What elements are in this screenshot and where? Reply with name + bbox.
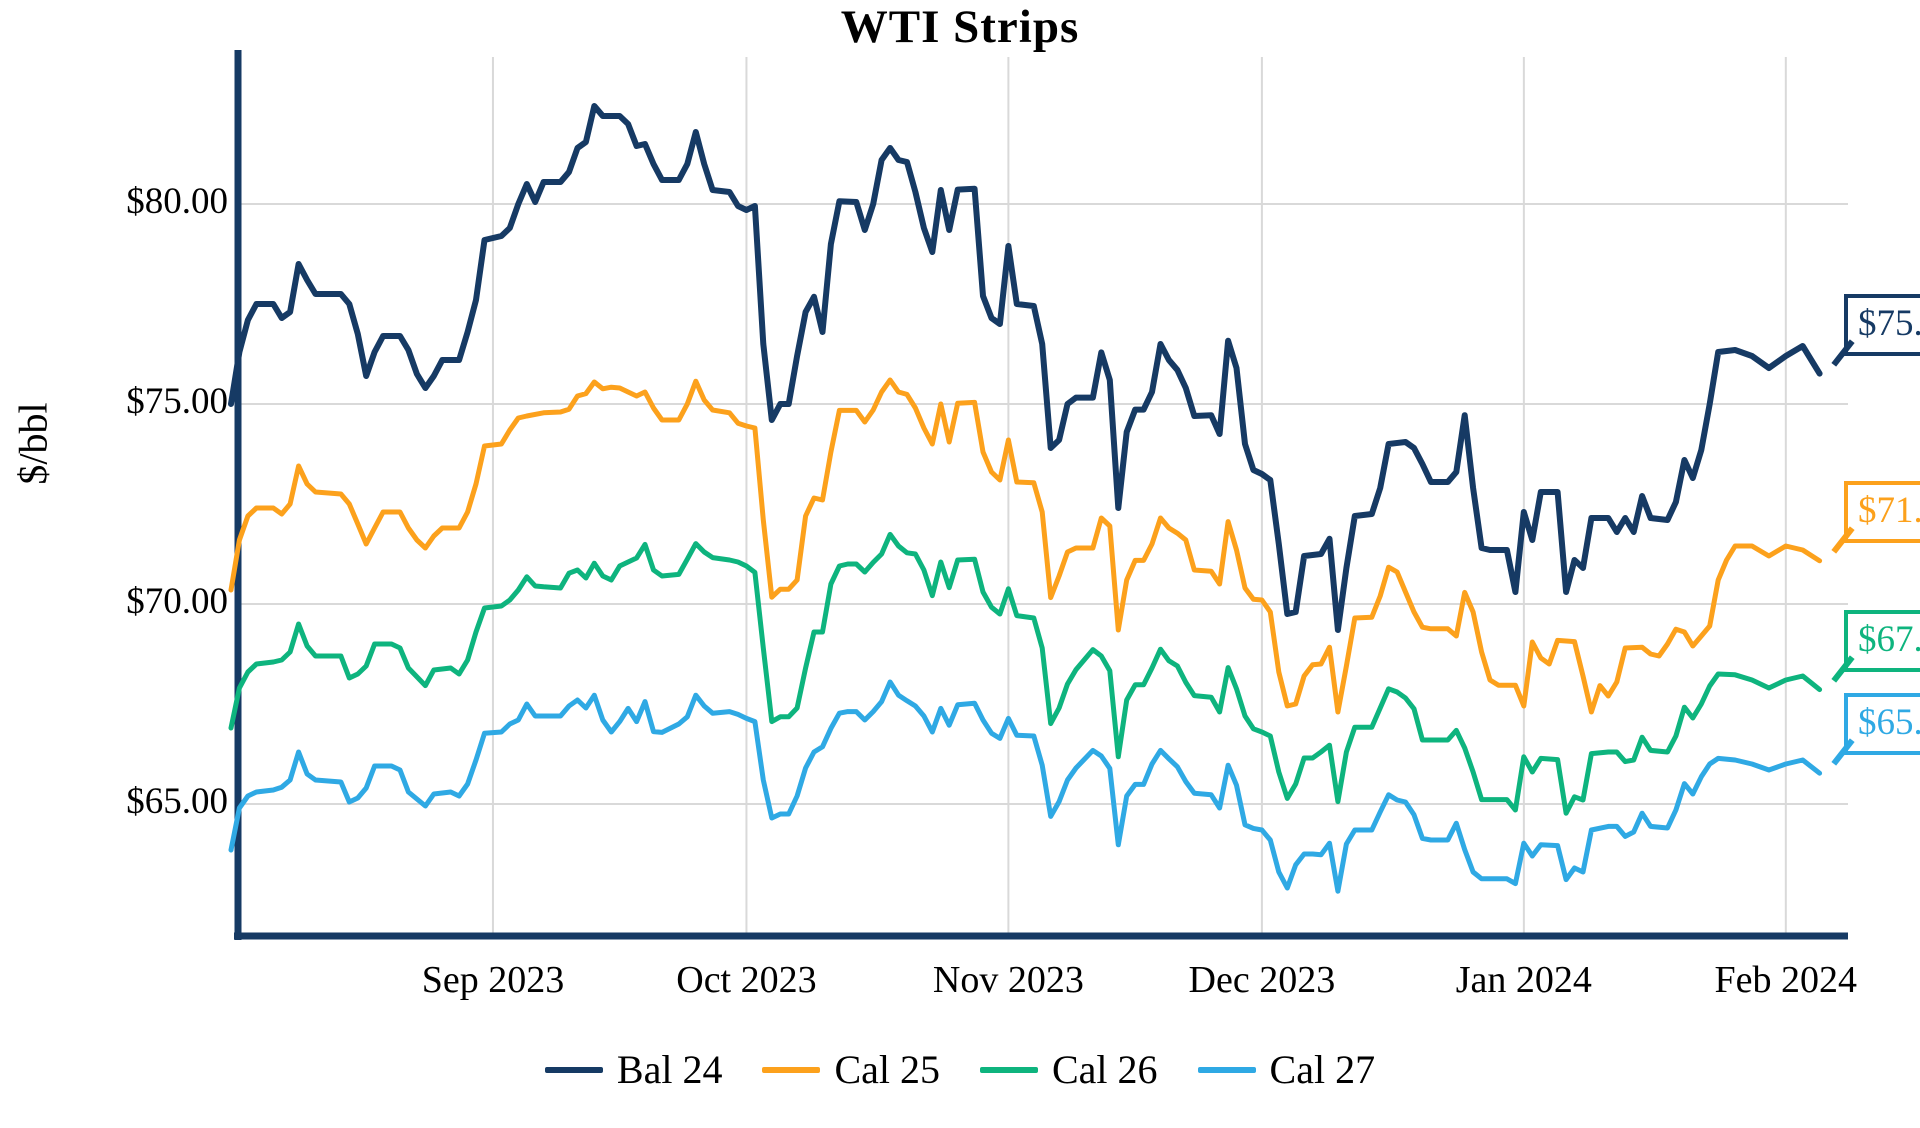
x-tick-label: Sep 2023 [421, 959, 565, 1001]
chart-title: WTI Strips [840, 1, 1080, 53]
legend-label: Cal 26 [1052, 1047, 1158, 1092]
y-tick-label: $65.00 [126, 781, 228, 822]
x-tick-label: Nov 2023 [932, 959, 1084, 1001]
y-tick-label: $75.00 [126, 381, 228, 422]
x-tick-label: Dec 2023 [1188, 959, 1336, 1001]
y-tick-label: $70.00 [126, 581, 228, 622]
legend-item-cal-27: Cal 27 [1197, 1046, 1376, 1093]
legend-swatch-icon [980, 1066, 1038, 1073]
series-line-cal-25 [228, 377, 1823, 715]
x-tick-label: Oct 2023 [676, 959, 817, 1001]
legend-label: Cal 27 [1269, 1047, 1376, 1092]
legend-item-bal-24: Bal 24 [544, 1046, 723, 1093]
x-tick-label: Jan 2024 [1455, 959, 1592, 1001]
y-tick-label: $80.00 [126, 181, 228, 222]
legend-swatch-icon [544, 1066, 603, 1073]
series-line-cal-27 [228, 679, 1823, 894]
legend-label: Bal 24 [616, 1047, 723, 1092]
y-axis-label: $/bbl [10, 402, 56, 485]
end-value-label-cal-26: $67.86 [1831, 609, 1920, 683]
legend-label: Cal 25 [834, 1047, 940, 1092]
series-line-bal-24 [228, 103, 1823, 633]
legend-item-cal-25: Cal 25 [762, 1046, 940, 1093]
legend-item-cal-26: Cal 26 [980, 1046, 1158, 1093]
series-line-cal-26 [228, 531, 1823, 816]
x-tick-label: Feb 2024 [1714, 959, 1858, 1001]
end-value-label-cal-25: $71.08 [1831, 480, 1920, 554]
end-value-label-cal-27: $65.77 [1831, 693, 1920, 766]
legend-swatch-icon [1197, 1066, 1256, 1073]
end-value-label-bal-24: $75.76 [1831, 293, 1920, 367]
chart-legend: Bal 24 Cal 25 Cal 26 Cal 27 [90, 1046, 1830, 1093]
legend-swatch-icon [762, 1066, 821, 1073]
